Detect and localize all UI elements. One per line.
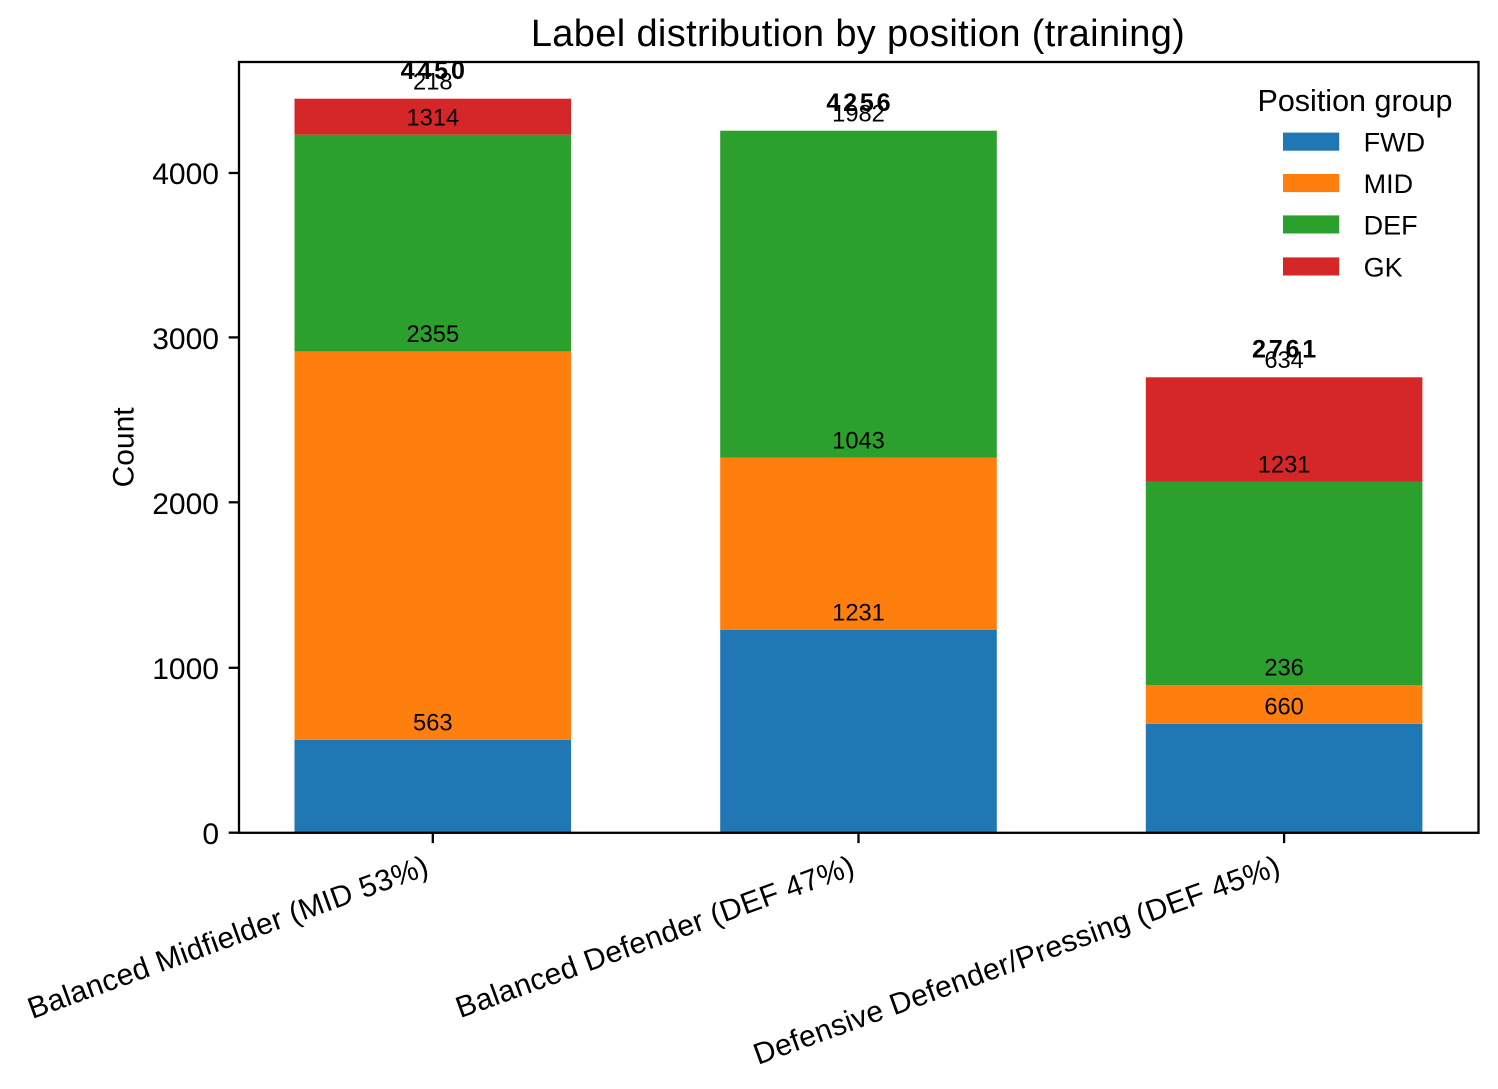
svg-text:1982: 1982 [832,101,885,127]
svg-text:236: 236 [1264,656,1304,682]
svg-text:DEF: DEF [1364,210,1418,240]
svg-text:4450: 4450 [401,57,468,85]
svg-text:2000: 2000 [152,488,219,521]
svg-text:2761: 2761 [1252,336,1319,364]
svg-text:Label distribution by position: Label distribution by position (training… [531,13,1185,55]
svg-text:563: 563 [413,711,453,737]
svg-text:4256: 4256 [826,89,893,117]
svg-text:4000: 4000 [152,158,219,191]
svg-text:FWD: FWD [1364,128,1425,158]
svg-text:1314: 1314 [406,105,459,131]
svg-text:2355: 2355 [406,322,459,348]
svg-text:1043: 1043 [832,428,885,454]
svg-text:1000: 1000 [152,653,219,686]
svg-text:MID: MID [1364,169,1414,199]
svg-text:1231: 1231 [1258,453,1311,479]
svg-text:3000: 3000 [152,323,219,356]
svg-text:0: 0 [202,818,219,851]
svg-text:Position group: Position group [1258,84,1453,118]
svg-text:1231: 1231 [832,600,885,626]
svg-text:Count: Count [108,407,141,488]
svg-text:GK: GK [1364,252,1403,282]
svg-text:218: 218 [413,69,453,95]
svg-text:634: 634 [1264,348,1304,374]
svg-text:660: 660 [1264,695,1304,721]
